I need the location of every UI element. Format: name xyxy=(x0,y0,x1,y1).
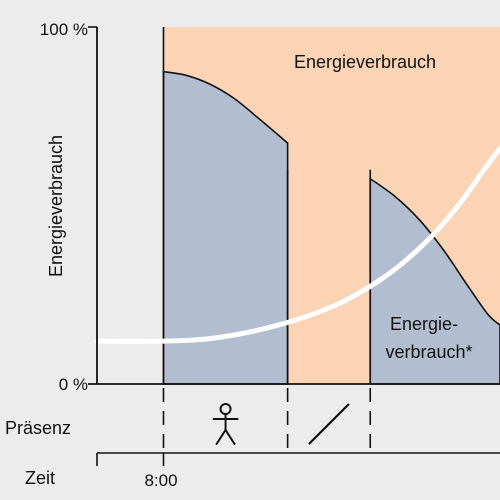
person-icon xyxy=(212,403,239,445)
y-axis-label: Energieverbrauch xyxy=(46,135,66,277)
white-curve-line xyxy=(94,145,500,344)
person-icon-head xyxy=(219,403,232,415)
presence-row-label: Präsenz xyxy=(5,418,71,438)
presence-row xyxy=(162,388,372,452)
total-area-label: Energieverbrauch xyxy=(294,52,436,72)
reduced-area-1 xyxy=(369,177,500,385)
person-icon-left-leg xyxy=(215,429,227,445)
reduced-area-label-line2: verbrauch* xyxy=(385,342,472,362)
reduced-area-0 xyxy=(162,70,289,385)
reduced-area-label-line1: Energie- xyxy=(390,314,458,334)
area-layer xyxy=(162,27,500,385)
line-layer xyxy=(94,145,500,344)
x-axis-label: Zeit xyxy=(25,468,55,488)
y-axis-min-label: 0 % xyxy=(59,375,88,394)
axes-layer xyxy=(88,26,500,466)
person-icon-right-leg xyxy=(224,429,236,445)
y-axis-max-label: 100 % xyxy=(40,20,88,39)
time-mark-label: 8:00 xyxy=(144,471,177,490)
slash-icon xyxy=(308,403,350,445)
